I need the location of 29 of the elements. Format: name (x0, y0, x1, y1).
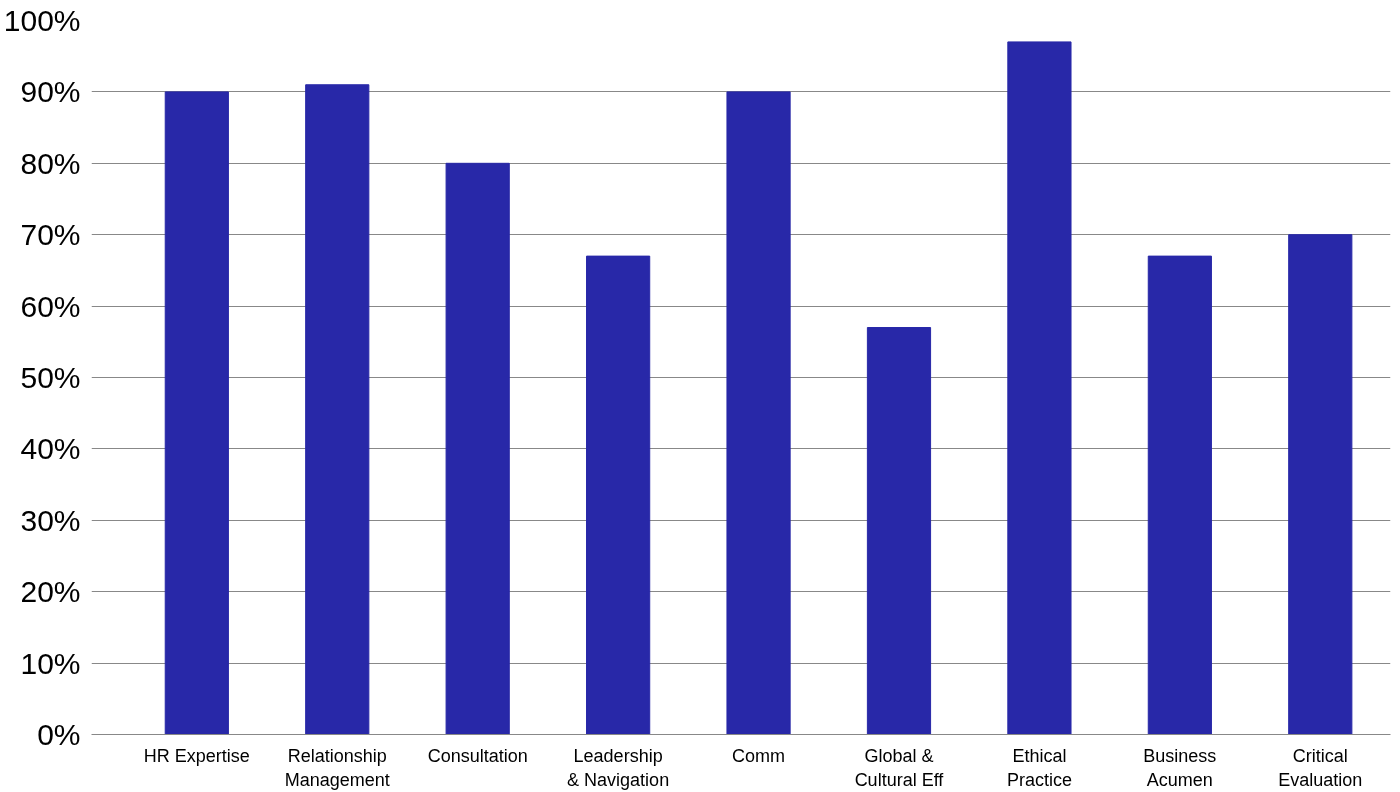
y-tick-label: 100% (3, 4, 81, 37)
x-tick-label: Global & Cultural Eff (854, 745, 945, 790)
y-tick-label: 10% (20, 646, 81, 680)
y-tick-label: 90% (20, 75, 81, 109)
y-tick-label: 60% (20, 289, 81, 323)
bar (1147, 255, 1212, 735)
bar (1007, 41, 1072, 735)
bar (164, 91, 229, 735)
y-tick-label: 80% (20, 146, 81, 180)
y-tick-label: 40% (20, 432, 81, 466)
bar (726, 91, 791, 735)
bar (866, 327, 932, 735)
x-tick-label: Leadership & Navigation (567, 745, 670, 790)
y-tick-label: 50% (20, 361, 81, 394)
y-tick-label: 20% (20, 575, 81, 609)
x-tick-label: Business Acumen (1143, 745, 1217, 790)
x-tick-label: Consultation (427, 745, 528, 766)
x-tick-label: Critical Evaluation (1278, 745, 1363, 790)
x-tick-label: Relationship Management (284, 745, 390, 790)
bar (305, 84, 370, 735)
x-tick-label: HR Expertise (143, 745, 250, 766)
y-tick-label: 70% (20, 218, 81, 252)
bar (586, 255, 651, 735)
y-tick-label: 30% (20, 503, 81, 537)
x-tick-label: Comm (732, 745, 786, 766)
bar (445, 162, 510, 735)
bar (1288, 234, 1353, 735)
y-tick-label: 0% (37, 718, 81, 751)
x-tick-label: Ethical Practice (1006, 745, 1072, 790)
